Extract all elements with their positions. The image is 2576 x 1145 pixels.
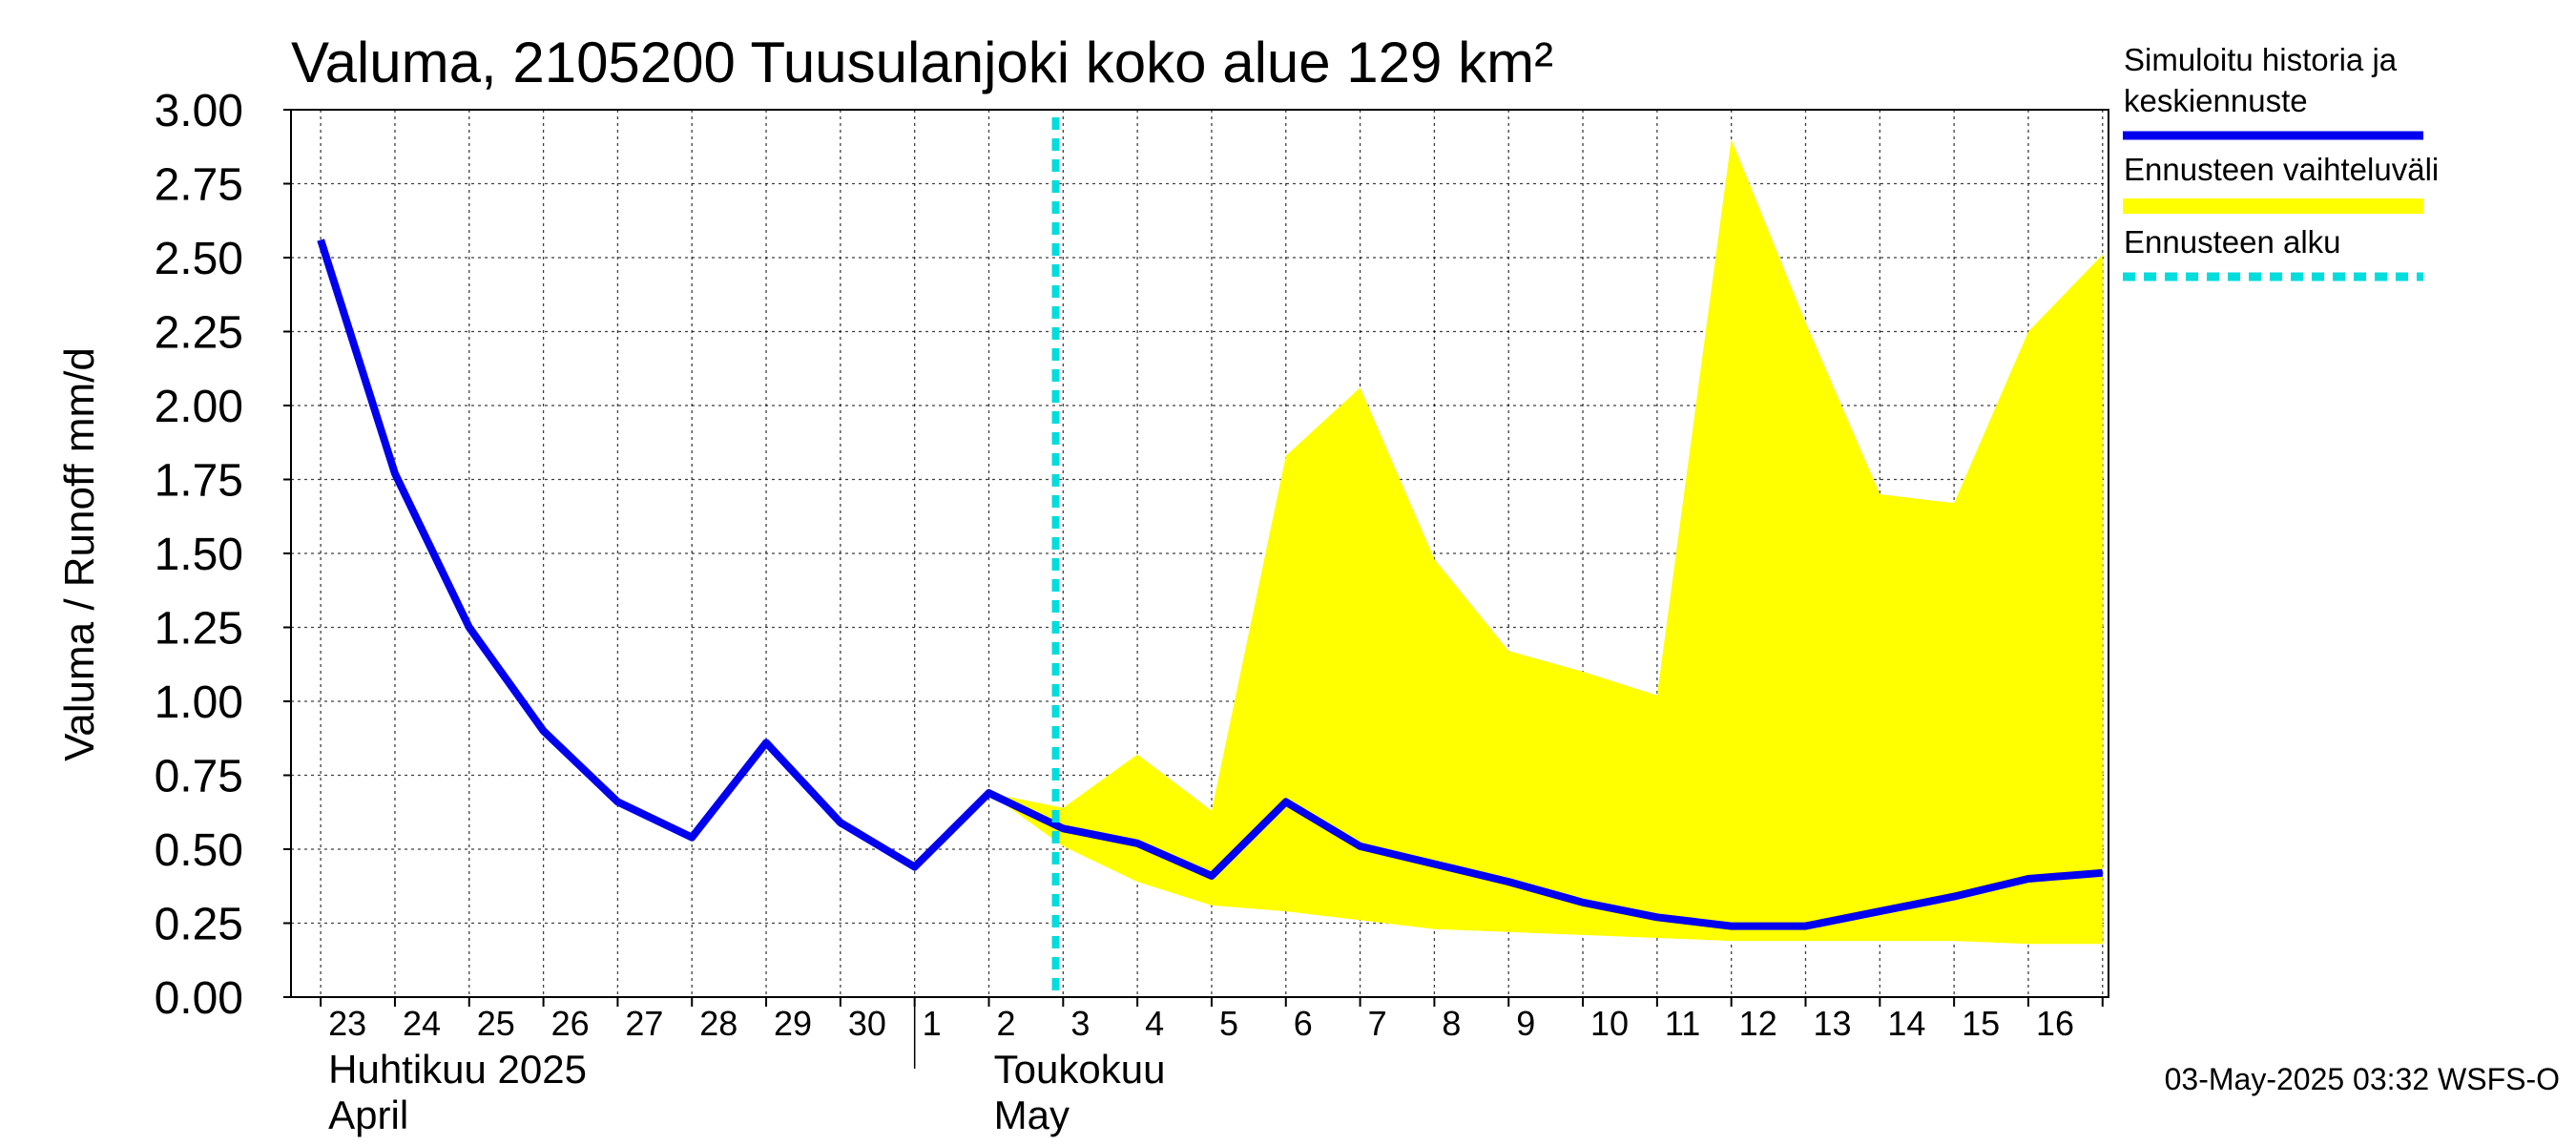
x-tick-label: 2 xyxy=(996,1004,1015,1043)
x-tick-label: 3 xyxy=(1070,1004,1090,1043)
month-label-local: Huhtikuu 2025 xyxy=(328,1047,587,1092)
x-tick-label: 6 xyxy=(1294,1004,1313,1043)
x-tick-label: 1 xyxy=(923,1004,942,1043)
x-tick-label: 13 xyxy=(1814,1004,1852,1043)
x-tick-label: 11 xyxy=(1665,1004,1700,1043)
x-axis-ticks: 23 24 25 26 27 28 29 30 1 2 3 4 5 6 7 8 9 10 11 12 13 14 15 16 xyxy=(320,997,2104,1069)
legend-label: Ennusteen vaihteluväli xyxy=(2124,152,2439,187)
y-tick-label: 2.00 xyxy=(155,382,243,432)
legend-label-line2: keskiennuste xyxy=(2124,83,2308,118)
x-tick-label: 4 xyxy=(1145,1004,1164,1043)
y-axis-ticks: 0.00 0.25 0.50 0.75 1.00 1.25 1.50 1.75 2.00 2.25… xyxy=(155,86,291,1024)
y-tick-label: 2.50 xyxy=(155,234,243,284)
x-tick-label: 5 xyxy=(1219,1004,1238,1043)
legend: Simuloitu historia ja keskiennuste Ennuste… xyxy=(2123,42,2439,281)
y-tick-label: 3.00 xyxy=(155,86,243,136)
x-tick-label: 9 xyxy=(1516,1004,1535,1043)
y-tick-label: 1.25 xyxy=(155,604,243,655)
legend-label: Ennusteen alku xyxy=(2124,224,2341,260)
x-tick-label: 28 xyxy=(699,1004,737,1043)
y-tick-label: 1.00 xyxy=(155,677,243,728)
y-tick-label: 1.50 xyxy=(155,530,243,580)
series-lines xyxy=(317,239,2104,930)
month-label-local: Toukokuu xyxy=(994,1047,1166,1092)
month-label-english: April xyxy=(328,1093,408,1137)
x-tick-label: 25 xyxy=(477,1004,515,1043)
x-tick-label: 12 xyxy=(1739,1004,1777,1043)
x-tick-label: 10 xyxy=(1590,1004,1629,1043)
x-tick-label: 27 xyxy=(625,1004,663,1043)
y-tick-label: 0.50 xyxy=(155,825,243,876)
y-tick-label: 1.75 xyxy=(155,456,243,507)
y-tick-label: 2.75 xyxy=(155,160,243,211)
legend-label: Simuloitu historia ja xyxy=(2124,42,2398,77)
y-tick-label: 0.00 xyxy=(155,973,243,1024)
x-tick-label: 26 xyxy=(551,1004,590,1043)
x-tick-label: 16 xyxy=(2036,1004,2074,1043)
x-tick-label: 30 xyxy=(848,1004,886,1043)
x-tick-label: 29 xyxy=(774,1004,812,1043)
y-tick-label: 2.25 xyxy=(155,308,243,359)
y-tick-label: 0.75 xyxy=(155,752,243,802)
x-tick-label: 7 xyxy=(1368,1004,1387,1043)
x-tick-label: 14 xyxy=(1887,1004,1925,1043)
forecast-range-area xyxy=(988,139,2103,945)
month-label-english: May xyxy=(994,1093,1070,1137)
series-line-0 xyxy=(317,239,2104,930)
x-tick-label: 24 xyxy=(403,1004,441,1043)
x-tick-label: 23 xyxy=(328,1004,366,1043)
chart-title: Valuma, 2105200 Tuusulanjoki koko alue 1… xyxy=(291,31,1553,94)
y-axis-label: Valuma / Runoff mm/d xyxy=(56,347,103,761)
x-tick-label: 8 xyxy=(1442,1004,1461,1043)
y-tick-label: 0.25 xyxy=(155,900,243,950)
x-tick-label: 15 xyxy=(1962,1004,2000,1043)
timestamp-footer: 03-May-2025 03:32 WSFS-O xyxy=(2165,1062,2560,1096)
forecast-range-band xyxy=(988,139,2103,945)
